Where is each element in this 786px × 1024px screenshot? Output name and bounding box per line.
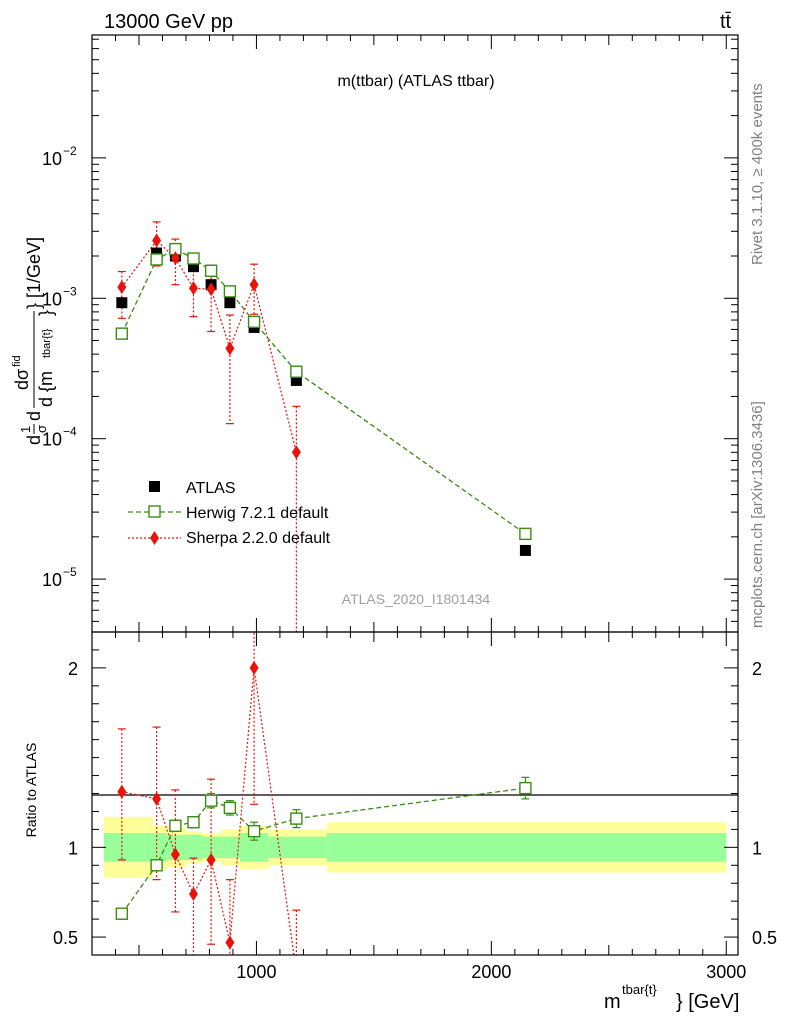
ratio-band-inner (185, 834, 203, 860)
herwig-point (519, 527, 532, 541)
atlas-point (151, 247, 163, 259)
ratio-frame (91, 631, 739, 956)
ratio-herwig-point (115, 907, 129, 920)
ratio-sherpa-point (225, 935, 235, 950)
sherpa-point (117, 280, 127, 295)
ylabel-mid: d (24, 411, 44, 421)
ratio-sherpa-line (121, 667, 295, 955)
legend-atlas-label: ATLAS (186, 480, 236, 497)
ratio-band-inner (103, 832, 154, 862)
ratio-herwig-point (169, 819, 182, 832)
atlas-point (187, 261, 199, 273)
sherpa-point (170, 251, 180, 266)
atlas-point (519, 544, 531, 556)
herwig-line (121, 248, 526, 535)
main-ytick-label: 10 (42, 430, 62, 450)
herwig-point (290, 365, 303, 378)
ratio-herwig-point (223, 801, 237, 815)
ylabel-prefix: d (24, 435, 44, 445)
main-title: m(ttbar) (ATLAS ttbar) (337, 73, 494, 90)
atlas-point (290, 374, 302, 386)
ratio-ytick-label-left: 2 (68, 659, 78, 679)
ratio-band-inner (326, 832, 727, 862)
atlas-point (224, 297, 236, 309)
ratio-herwig-point (187, 816, 200, 829)
herwig-point (150, 253, 163, 266)
ratio-herwig-point (519, 781, 532, 795)
main-ytick-label: 10 (42, 149, 62, 169)
ylabel-big-den-sub: tbar{t} (41, 328, 53, 358)
ratio-xtick-label: 2000 (471, 962, 511, 982)
ratio-ytick-label-left: 0.5 (53, 928, 78, 948)
ratio-ytick-label-left: 1 (68, 838, 78, 858)
ratio-sherpa-point (206, 852, 216, 867)
sherpa-point (188, 281, 198, 296)
xlabel-sup: tbar{t} (622, 982, 657, 997)
legend-atlas-marker (149, 481, 160, 492)
ratio-band-inner (221, 836, 240, 859)
ratio-sherpa-point (292, 966, 301, 980)
legend-sherpa-marker (150, 531, 159, 545)
ratio-xtick-label: 3000 (706, 962, 746, 982)
main-ylabel: d 1 σ d dσ fid d {m tbar{t} } } [1/GeV] (11, 237, 56, 445)
ylabel-big-num-sup: fid (11, 355, 23, 367)
main-panel: 10−210−310−410−5 m(ttbar) (ATLAS ttbar) … (42, 34, 739, 633)
ratio-herwig-point (204, 794, 218, 807)
ratio-herwig-point (150, 859, 163, 872)
ylabel-small-num: 1 (18, 426, 33, 433)
ylabel-big-num: dσ (12, 369, 32, 390)
analysis-id: ATLAS_2020_I1801434 (342, 591, 491, 607)
ratio-sherpa-point (249, 660, 259, 675)
legend: ATLAS Herwig 7.2.1 default Sherpa 2.2.0 … (128, 480, 331, 547)
ratio-panel: 1000 2000 3000 2 2 1 1 0.5 0.5 Ratio to ATLAS (23, 631, 777, 982)
ratio-ytick-label-right: 2 (752, 659, 762, 679)
ratio-ylabel: Ratio to ATLAS (23, 743, 39, 838)
herwig-point (223, 285, 237, 298)
herwig-point (247, 315, 261, 328)
sherpa-point (152, 233, 162, 248)
ylabel-big-den-end: } (36, 310, 56, 316)
ylabel-suffix: } [1/GeV] (24, 237, 44, 309)
sherpa-point (291, 445, 301, 460)
ratio-ytick-label-right: 0.5 (752, 928, 777, 948)
ratio-herwig-point (247, 824, 261, 838)
main-ytick-exponent: −5 (63, 565, 77, 579)
sherpa-point (249, 277, 259, 292)
ratio-band-inner (202, 836, 222, 859)
herwig-point (187, 252, 200, 265)
main-ytick-exponent: −2 (63, 144, 77, 158)
main-ytick-label: 10 (42, 570, 62, 590)
x-axis-label: m tbar{t} } [GeV] (604, 982, 739, 1013)
atlas-point (116, 297, 128, 309)
ratio-ytick-label-right: 1 (752, 838, 762, 858)
herwig-point (115, 327, 129, 340)
mcplots-label: mcplots.cern.ch [arXiv:1306.3436] (749, 401, 766, 628)
legend-herwig-marker (148, 505, 161, 518)
ratio-sherpa-point (117, 784, 127, 799)
main-ytick-exponent: −3 (63, 284, 77, 298)
legend-sherpa-label: Sherpa 2.2.0 default (186, 530, 331, 547)
ratio-sherpa-point (170, 847, 180, 862)
ratio-herwig-line (121, 787, 526, 915)
main-ytick-label: 10 (42, 289, 62, 309)
ylabel-small-den: σ (34, 425, 49, 433)
sherpa-point (206, 282, 216, 297)
ratio-xtick-label: 1000 (236, 962, 276, 982)
sherpa-point (225, 341, 235, 356)
ratio-sherpa-point (188, 886, 198, 901)
xlabel-end: } [GeV] (676, 991, 739, 1013)
energy-label: 13000 GeV pp (104, 11, 233, 33)
main-ytick-exponent: −4 (63, 425, 77, 439)
process-label: tt̄ (720, 11, 732, 33)
legend-herwig-label: Herwig 7.2.1 default (186, 505, 329, 522)
xlabel-base: m (604, 991, 621, 1013)
herwig-point (204, 264, 218, 277)
ratio-herwig-point (290, 812, 303, 825)
ratio-band-inner (268, 836, 327, 859)
rivet-label: Rivet 3.1.10, ≥ 400k events (749, 83, 766, 265)
ratio-sherpa-point (152, 791, 162, 806)
ylabel-big-den: d {m (36, 371, 56, 407)
